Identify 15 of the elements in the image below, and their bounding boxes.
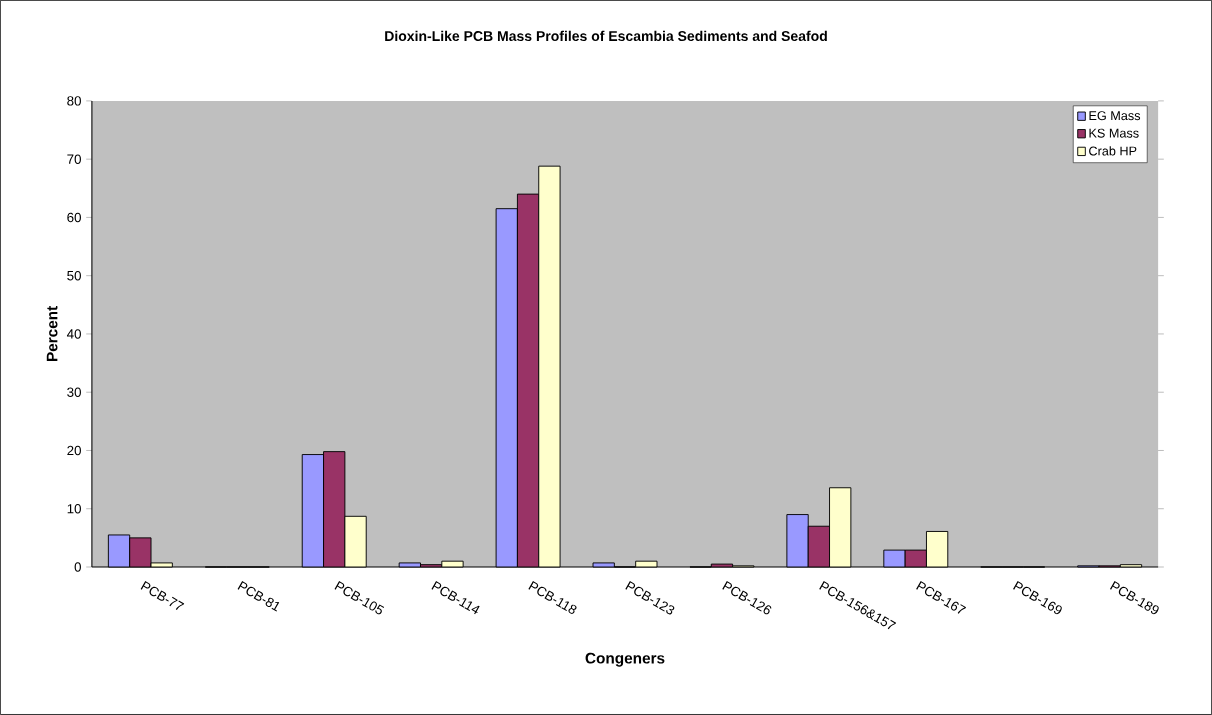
y-tick-label: 80: [67, 96, 81, 106]
y-tick-label: 50: [67, 271, 81, 281]
legend-label: EG Mass: [1089, 111, 1141, 121]
y-tick-label: 20: [67, 445, 81, 456]
x-axis-title: Congeners: [585, 652, 665, 667]
legend-label: KS Mass: [1089, 128, 1139, 138]
chart-title: Dioxin-Like PCB Mass Profiles of Escambia Sediments and Seafod: [385, 30, 827, 42]
legend-label: Crab HP: [1089, 146, 1137, 156]
y-tick-label: 10: [67, 504, 81, 514]
y-tick-label: 70: [67, 154, 81, 164]
y-tick-label: 40: [66, 329, 81, 339]
y-tick-label: 0: [74, 562, 81, 572]
y-tick-label: 30: [67, 387, 81, 397]
y-axis-title: Percent: [46, 306, 58, 362]
y-tick-label: 60: [67, 212, 81, 223]
